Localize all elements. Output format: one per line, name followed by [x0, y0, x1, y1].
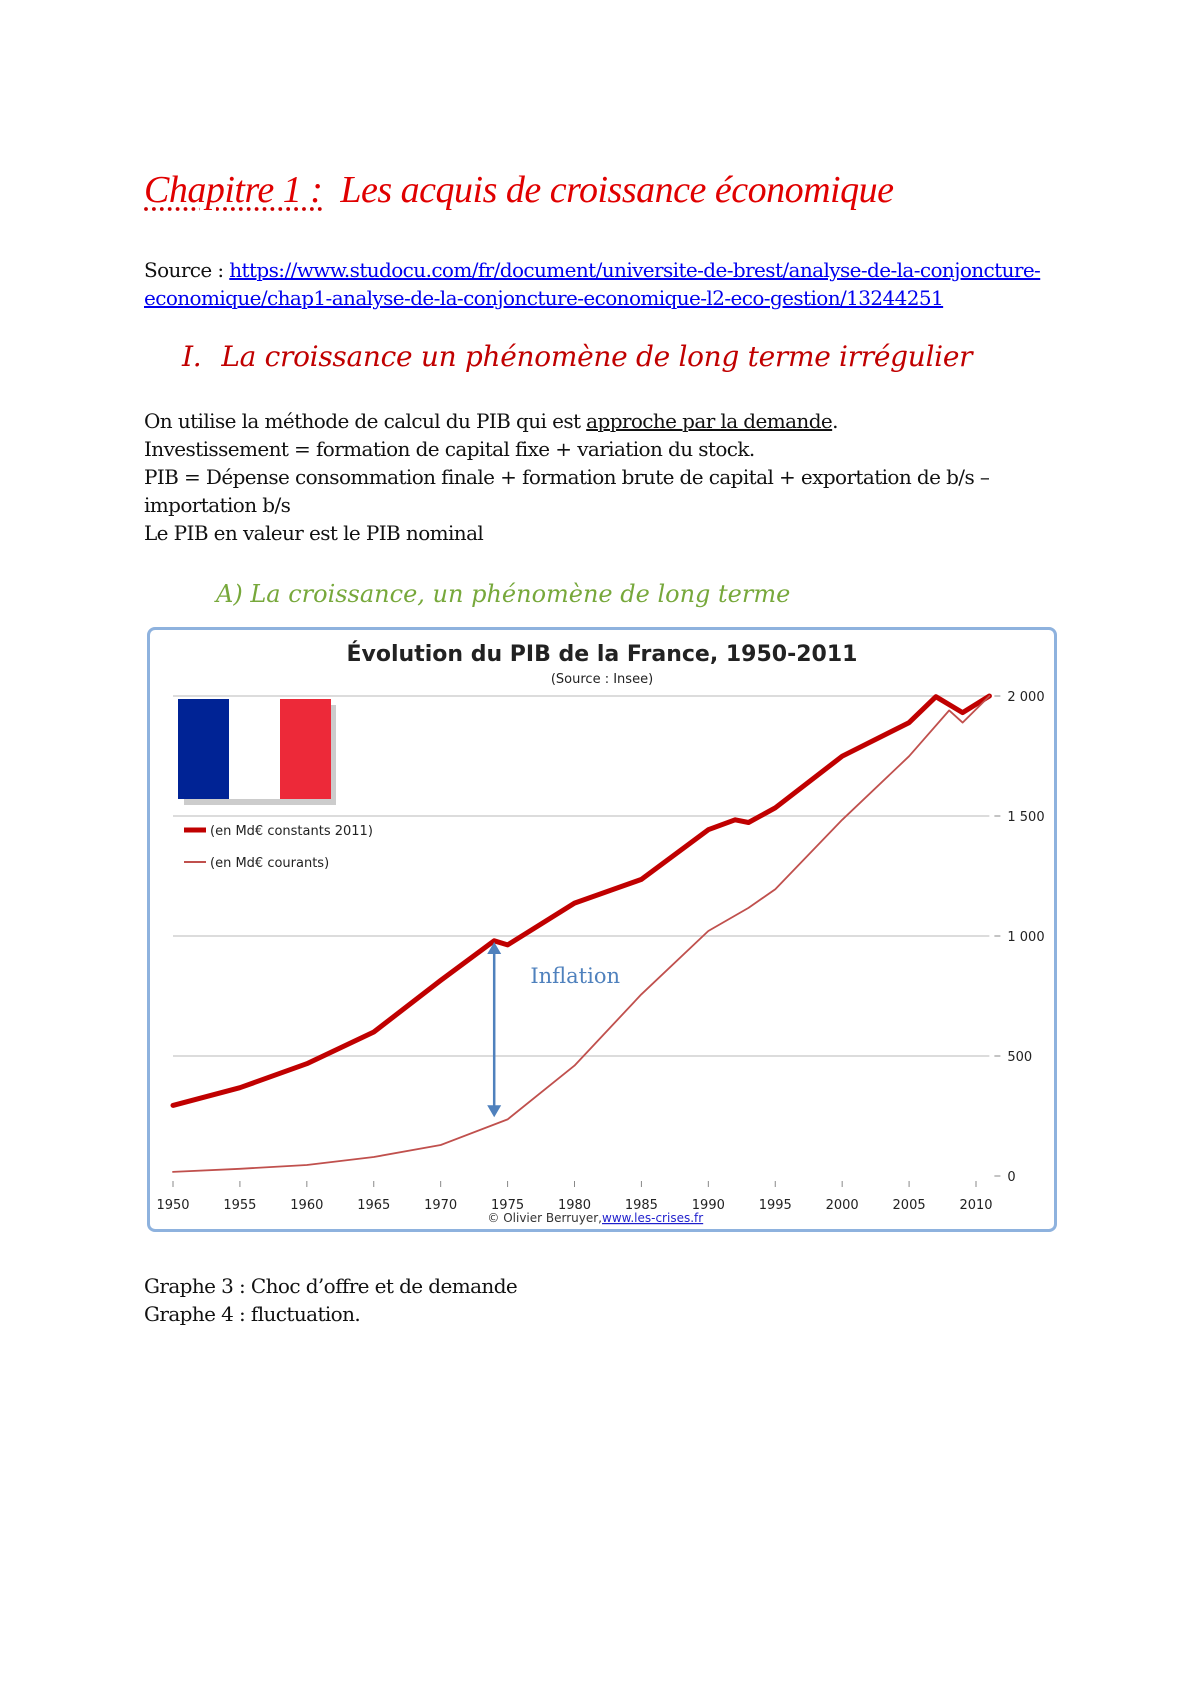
french-flag-image — [178, 699, 336, 805]
footer-line: Graphe 3 : Choc d’offre et de demande — [144, 1274, 518, 1298]
flag-stripe — [229, 699, 280, 799]
inflation-arrow — [487, 942, 502, 1118]
body-line: Le PIB en valeur est le PIB nominal — [144, 521, 484, 545]
x-tick-label: 1960 — [290, 1198, 323, 1213]
x-tick-label: 2005 — [893, 1198, 926, 1213]
chart-credit: © Olivier Berruyer, — [487, 1211, 602, 1225]
x-tick-label: 2010 — [959, 1198, 992, 1213]
x-tick-label: 1955 — [223, 1198, 256, 1213]
flag-stripe — [280, 699, 331, 799]
chart-plot: 0 500 1 000 1 500 2 000 1950 1955 1960 1965 1970 1… — [156, 690, 1044, 1225]
chart-subtitle: (Source : Insee) — [550, 672, 654, 687]
series-line-constant — [170, 693, 992, 1108]
flag-stripe — [178, 699, 229, 799]
body-line: PIB = Dépense consommation finale + form… — [144, 465, 990, 489]
footer-line: Graphe 4 : fluctuation. — [144, 1302, 361, 1326]
source-link-continued[interactable]: economique/chap1-analyse-de-la-conjonctu… — [144, 286, 944, 310]
inflation-label: Inflation — [530, 964, 620, 988]
y-tick-label: 500 — [1007, 1050, 1032, 1065]
body-line: On utilise la méthode de calcul du PIB q… — [144, 409, 838, 433]
y-tick-label: 2 000 — [1007, 690, 1044, 705]
legend: (en Md€ constants 2011) (en Md€ courants… — [184, 824, 373, 871]
x-tick-label: 1965 — [357, 1198, 390, 1213]
body-line: Investissement = formation de capital fi… — [144, 437, 755, 461]
source-link[interactable]: https://www.studocu.com/fr/document/univ… — [229, 258, 1041, 282]
gdp-chart: Évolution du PIB de la France, 1950-2011… — [147, 627, 1057, 1232]
chart-title: Évolution du PIB de la France, 1950-2011 — [346, 642, 858, 667]
source-line-2: economique/chap1-analyse-de-la-conjonctu… — [144, 284, 944, 312]
x-tick-label: 1995 — [759, 1198, 792, 1213]
subsection-heading: A) La croissance, un phénomène de long t… — [216, 580, 791, 608]
section-heading: I. La croissance un phénomène de long ter… — [182, 340, 973, 373]
x-tick-label: 2000 — [826, 1198, 859, 1213]
x-tick-label: 1950 — [156, 1198, 189, 1213]
x-tick-label: 1990 — [692, 1198, 725, 1213]
x-tick-label: 1970 — [424, 1198, 457, 1213]
y-tick-label: 1 000 — [1007, 930, 1044, 945]
source-line: Source : https://www.studocu.com/fr/docu… — [144, 258, 1041, 282]
body-line: importation b/s — [144, 493, 291, 517]
x-tick-label: 1985 — [625, 1198, 658, 1213]
arrow-head-down — [487, 1105, 502, 1118]
arrow-head-up — [487, 942, 502, 954]
y-tick-label: 1 500 — [1007, 810, 1044, 825]
x-tick-label: 1980 — [558, 1198, 591, 1213]
chart-credit-link: www.les-crises.fr — [602, 1211, 703, 1225]
series-line-current — [172, 695, 991, 1173]
legend-label-constant: (en Md€ constants 2011) — [210, 824, 373, 839]
page-title: Chapitre 1 : Les acquis de croissance éc… — [144, 169, 894, 211]
y-tick-label: 0 — [1007, 1170, 1015, 1185]
x-tick-label: 1975 — [491, 1198, 524, 1213]
legend-label-current: (en Md€ courants) — [210, 856, 329, 871]
